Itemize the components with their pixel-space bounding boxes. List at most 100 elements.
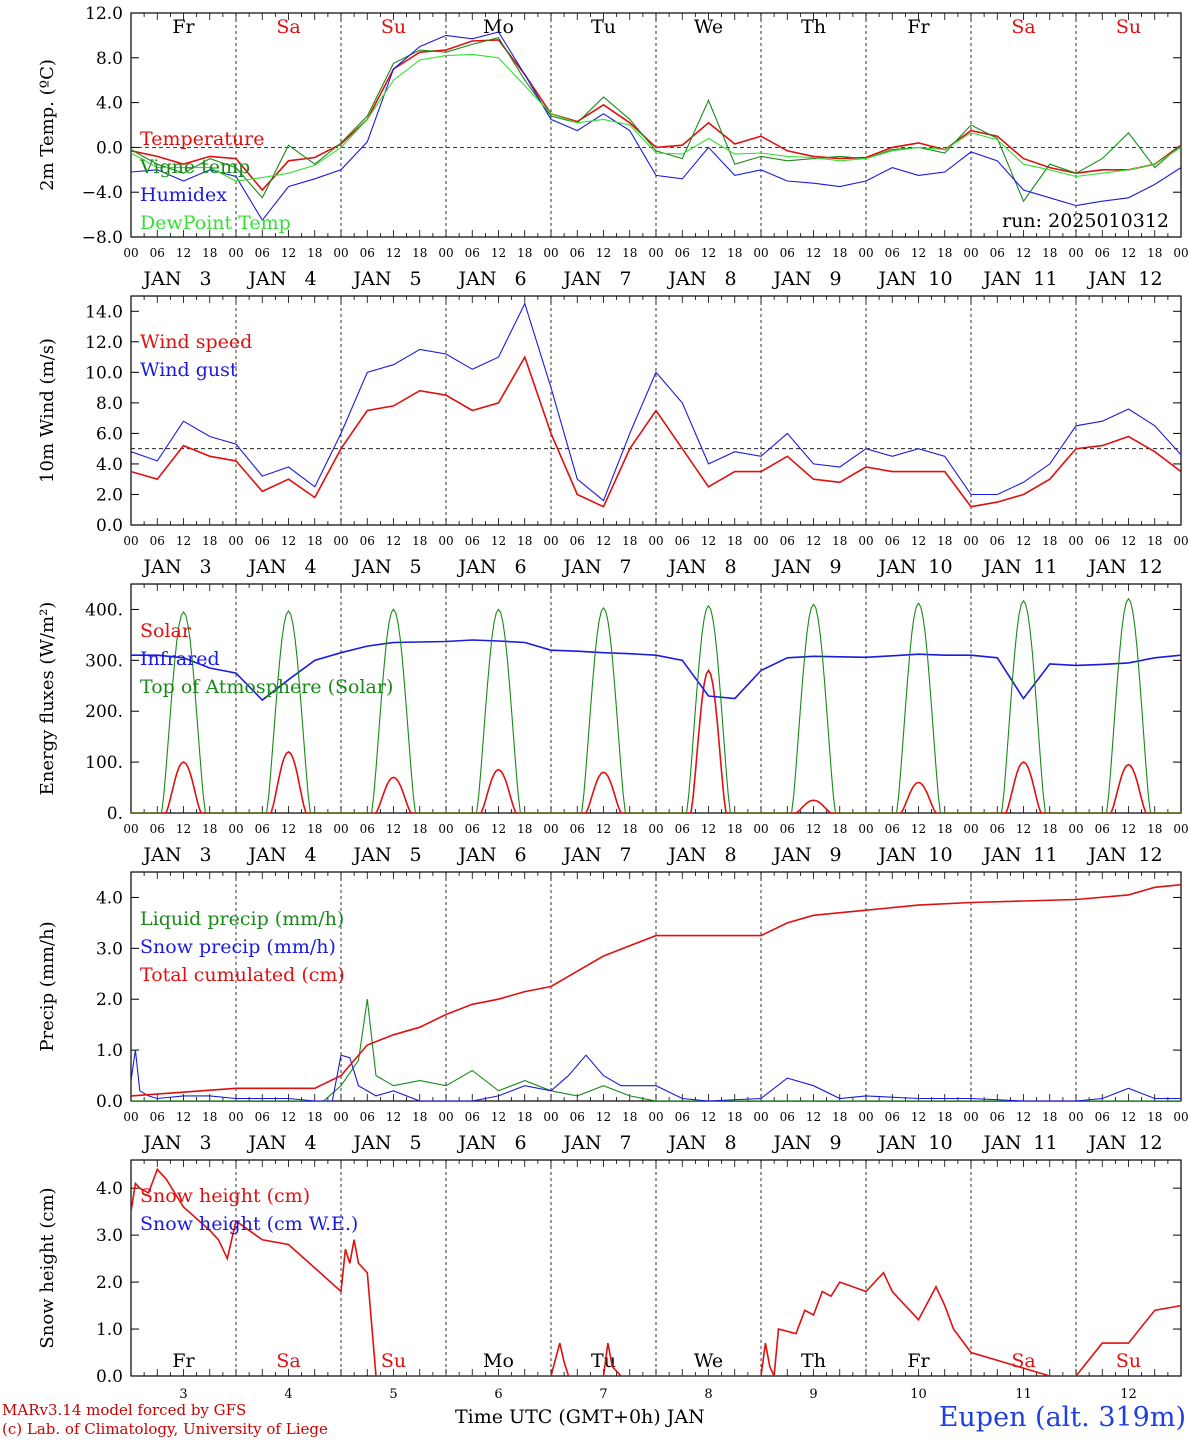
hour-label: 00 (858, 1110, 873, 1124)
hour-label: 12 (911, 534, 926, 548)
hour-label: 18 (412, 246, 427, 260)
hour-label: 00 (648, 822, 663, 836)
hour-label: 00 (753, 822, 768, 836)
hour-label: 00 (438, 246, 453, 260)
hour-label: 06 (360, 822, 375, 836)
day-label: 7 (599, 1387, 607, 1402)
hour-label: 06 (1095, 822, 1110, 836)
weekday-label: Tu (591, 1350, 616, 1372)
series-line (131, 883, 1181, 1097)
legend-entry: Liquid precip (mm/h) (140, 908, 344, 930)
month-label: JAN (562, 556, 602, 578)
hour-label: 12 (281, 534, 296, 548)
hour-label: 18 (412, 534, 427, 548)
weekday-label: We (694, 16, 723, 38)
hour-label: 00 (543, 822, 558, 836)
day-label: 4 (304, 844, 316, 866)
month-label: JAN (1087, 1132, 1127, 1154)
hour-label: 18 (517, 534, 532, 548)
plot-frame (130, 12, 1182, 238)
hour-label: 00 (333, 822, 348, 836)
hour-label: 06 (675, 246, 690, 260)
day-label: 9 (809, 1387, 817, 1402)
legend-entry: Snow height (cm W.E.) (140, 1213, 358, 1235)
hour-label: 12 (491, 534, 506, 548)
hour-label: 12 (911, 246, 926, 260)
hour-label: 18 (622, 246, 637, 260)
day-label: 11 (1015, 1387, 1032, 1402)
month-label: JAN (142, 556, 182, 578)
hour-label: 00 (1068, 246, 1083, 260)
hour-label: 00 (228, 246, 243, 260)
hour-label: 12 (281, 246, 296, 260)
hour-label: 06 (570, 1110, 585, 1124)
hour-label: 18 (832, 246, 847, 260)
hour-label: 06 (465, 822, 480, 836)
hour-label: 12 (491, 246, 506, 260)
hour-label: 12 (386, 822, 401, 836)
hour-label: 06 (255, 534, 270, 548)
hour-label: 06 (780, 822, 795, 836)
y-tick-label: 4.0 (96, 1179, 123, 1199)
weekday-label: Sa (1011, 16, 1035, 38)
hour-label: 18 (517, 246, 532, 260)
month-label: JAN (1087, 556, 1127, 578)
hour-label: 12 (386, 246, 401, 260)
hour-label: 06 (885, 822, 900, 836)
weekday-label: Tu (591, 16, 616, 38)
hour-label: 18 (1042, 246, 1057, 260)
y-tick-label: 14.0 (85, 302, 123, 322)
y-tick-label: −4.0 (82, 183, 123, 203)
legend-entry: Top of Atmosphere (Solar) (140, 676, 393, 698)
day-label: 6 (514, 844, 526, 866)
hour-label: 00 (648, 534, 663, 548)
x-axis-title: Time UTC (GMT+0h) JAN (455, 1406, 705, 1428)
series-line (131, 999, 1181, 1101)
hour-label: 12 (806, 246, 821, 260)
y-tick-label: 400. (85, 600, 123, 620)
weekday-label: Fr (907, 1350, 930, 1372)
y-tick-label: 0. (107, 804, 123, 824)
y-axis-label: 2m Temp. (ºC) (37, 59, 58, 191)
day-label: 6 (514, 556, 526, 578)
y-tick-label: 4.0 (96, 888, 123, 908)
hour-label: 12 (701, 246, 716, 260)
hour-label: 12 (1016, 246, 1031, 260)
hour-label: 18 (727, 534, 742, 548)
month-label: JAN (982, 1132, 1022, 1154)
month-label: JAN (457, 556, 497, 578)
month-label: JAN (457, 844, 497, 866)
hour-label: 00 (1173, 534, 1188, 548)
y-tick-label: 6.0 (96, 424, 123, 444)
hour-label: 18 (1042, 534, 1057, 548)
day-label: 10 (928, 268, 952, 290)
hour-label: 18 (1042, 1110, 1057, 1124)
hour-label: 12 (491, 1110, 506, 1124)
day-label: 11 (1033, 268, 1057, 290)
hour-label: 18 (832, 1110, 847, 1124)
hour-label: 06 (990, 1110, 1005, 1124)
month-label: JAN (142, 1132, 182, 1154)
month-label: JAN (1087, 268, 1127, 290)
day-label: 9 (829, 268, 841, 290)
day-label: 10 (928, 844, 952, 866)
day-label: 12 (1138, 556, 1162, 578)
hour-label: 00 (438, 1110, 453, 1124)
month-label: JAN (877, 268, 917, 290)
y-tick-label: 2.0 (96, 485, 123, 505)
y-tick-label: 8.0 (96, 49, 123, 69)
hour-label: 12 (806, 1110, 821, 1124)
day-label: 8 (724, 844, 736, 866)
hour-label: 06 (255, 246, 270, 260)
legend-entry: DewPoint Temp (140, 212, 291, 234)
day-label: 3 (199, 844, 211, 866)
hour-label: 00 (963, 534, 978, 548)
hour-label: 06 (885, 534, 900, 548)
hour-label: 12 (701, 1110, 716, 1124)
hour-label: 00 (1173, 822, 1188, 836)
hour-label: 18 (202, 534, 217, 548)
day-label: 3 (199, 268, 211, 290)
month-label: JAN (772, 268, 812, 290)
hour-label: 06 (885, 246, 900, 260)
day-label: 12 (1138, 1132, 1162, 1154)
